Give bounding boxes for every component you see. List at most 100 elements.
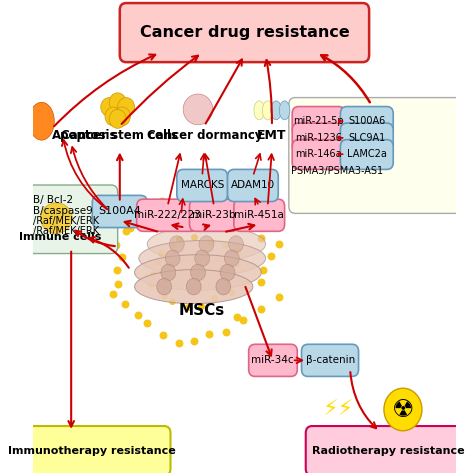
Text: Apoptosis: Apoptosis — [52, 129, 118, 142]
Text: S100A4: S100A4 — [98, 207, 141, 217]
Point — [160, 331, 167, 339]
Point — [122, 301, 129, 308]
Text: EMT: EMT — [257, 129, 287, 142]
Text: miR-222/223: miR-222/223 — [134, 210, 201, 220]
Text: PSMA3/PSMA3-AS1: PSMA3/PSMA3-AS1 — [292, 166, 383, 176]
Point — [118, 254, 126, 261]
Point — [239, 316, 247, 323]
Text: MSCs: MSCs — [179, 303, 225, 318]
Text: miR-23b: miR-23b — [192, 210, 236, 220]
Ellipse shape — [216, 278, 231, 295]
Point — [143, 319, 151, 327]
Ellipse shape — [169, 236, 184, 252]
Ellipse shape — [109, 93, 126, 112]
Point — [243, 219, 250, 227]
FancyBboxPatch shape — [190, 199, 238, 231]
Text: Immunotherapy resistance: Immunotherapy resistance — [9, 446, 176, 456]
Point — [219, 213, 227, 220]
Ellipse shape — [195, 250, 210, 266]
Ellipse shape — [191, 264, 205, 281]
Point — [227, 288, 235, 296]
Point — [257, 279, 265, 286]
Text: Cancer drug resistance: Cancer drug resistance — [139, 25, 349, 40]
Point — [275, 241, 283, 248]
Text: miR-34c: miR-34c — [252, 356, 294, 365]
Text: Radiotherapy resistance: Radiotherapy resistance — [312, 446, 465, 456]
Point — [172, 210, 180, 218]
Point — [259, 266, 267, 274]
FancyBboxPatch shape — [249, 344, 297, 376]
FancyBboxPatch shape — [306, 426, 471, 474]
Point — [207, 238, 214, 246]
Ellipse shape — [118, 98, 135, 117]
Text: β-catenin: β-catenin — [306, 356, 355, 365]
Point — [205, 194, 212, 201]
Point — [109, 290, 117, 298]
FancyBboxPatch shape — [289, 98, 471, 213]
Point — [257, 305, 265, 313]
Point — [126, 224, 133, 232]
Text: Cancer dormancy: Cancer dormancy — [146, 129, 262, 142]
Point — [149, 270, 156, 277]
FancyBboxPatch shape — [23, 185, 118, 254]
Point — [160, 292, 168, 299]
Point — [190, 201, 198, 209]
Text: SLC9A1: SLC9A1 — [348, 133, 385, 143]
Ellipse shape — [109, 109, 126, 128]
Point — [149, 210, 157, 218]
Ellipse shape — [41, 203, 72, 234]
Point — [168, 298, 176, 305]
Ellipse shape — [147, 227, 265, 262]
Point — [224, 278, 232, 285]
FancyBboxPatch shape — [137, 199, 198, 231]
Text: LAMC2a: LAMC2a — [346, 149, 386, 159]
Text: B/caspase9: B/caspase9 — [33, 206, 93, 216]
Point — [191, 234, 198, 241]
FancyBboxPatch shape — [120, 3, 369, 62]
Ellipse shape — [135, 270, 253, 304]
FancyBboxPatch shape — [292, 107, 345, 137]
Point — [267, 253, 275, 260]
Ellipse shape — [135, 255, 261, 290]
Point — [257, 234, 264, 242]
Text: B/ Bcl-2: B/ Bcl-2 — [33, 195, 73, 205]
Ellipse shape — [101, 98, 118, 117]
FancyBboxPatch shape — [340, 140, 393, 169]
Point — [233, 313, 241, 321]
Text: Cancer stem cells: Cancer stem cells — [61, 129, 178, 142]
Text: /Raf/MEK/ERK: /Raf/MEK/ERK — [33, 216, 99, 226]
Point — [115, 281, 122, 288]
Point — [175, 339, 182, 346]
Text: ADAM10: ADAM10 — [231, 181, 275, 191]
Point — [205, 330, 213, 337]
FancyBboxPatch shape — [228, 169, 278, 201]
FancyBboxPatch shape — [292, 140, 345, 169]
Point — [155, 259, 162, 266]
Ellipse shape — [199, 236, 214, 252]
FancyBboxPatch shape — [292, 123, 345, 153]
Text: Immune cells: Immune cells — [19, 232, 102, 242]
Text: ☢: ☢ — [392, 398, 414, 421]
Point — [221, 241, 228, 249]
Ellipse shape — [263, 101, 273, 120]
FancyBboxPatch shape — [340, 107, 393, 137]
Ellipse shape — [271, 101, 282, 120]
Point — [113, 266, 120, 274]
Text: miR-21-5p: miR-21-5p — [293, 116, 344, 126]
Ellipse shape — [157, 278, 172, 295]
Text: miR-451a: miR-451a — [234, 210, 284, 220]
Ellipse shape — [183, 94, 213, 125]
Point — [190, 337, 198, 345]
Ellipse shape — [228, 236, 243, 252]
Ellipse shape — [113, 107, 130, 126]
Ellipse shape — [224, 250, 239, 266]
Point — [147, 281, 155, 288]
Ellipse shape — [279, 101, 290, 120]
Ellipse shape — [161, 264, 176, 281]
Point — [134, 311, 142, 319]
FancyBboxPatch shape — [340, 123, 393, 153]
Text: miR-146a: miR-146a — [295, 149, 342, 159]
Text: S100A6: S100A6 — [348, 116, 385, 126]
FancyBboxPatch shape — [92, 195, 147, 228]
Text: MARCKS: MARCKS — [181, 181, 224, 191]
